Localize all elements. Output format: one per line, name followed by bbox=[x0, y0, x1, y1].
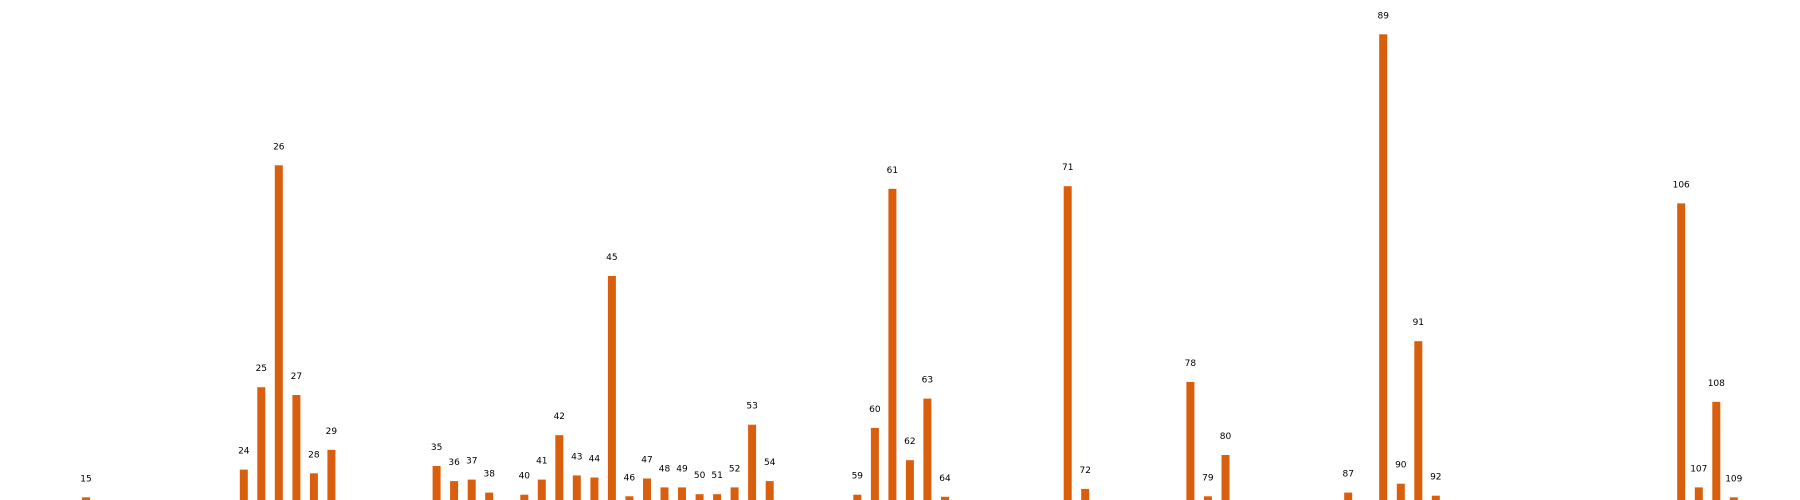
bar-label-63: 63 bbox=[922, 376, 933, 386]
bar-label-107: 107 bbox=[1690, 464, 1707, 474]
bar-label-41: 41 bbox=[536, 457, 547, 467]
bar-25 bbox=[257, 387, 266, 500]
bar-label-80: 80 bbox=[1220, 432, 1232, 442]
bar-43 bbox=[572, 475, 581, 500]
bar-59 bbox=[853, 494, 862, 500]
bar-51 bbox=[713, 494, 722, 500]
bar-53 bbox=[748, 424, 757, 500]
bar-49 bbox=[678, 487, 686, 500]
bar-label-90: 90 bbox=[1395, 461, 1407, 471]
bar-label-59: 59 bbox=[852, 472, 864, 482]
bar-label-71: 71 bbox=[1062, 163, 1073, 173]
bar-label-46: 46 bbox=[624, 473, 636, 483]
bar-label-24: 24 bbox=[238, 447, 250, 457]
bar-label-29: 29 bbox=[326, 427, 338, 437]
bar-label-40: 40 bbox=[519, 472, 531, 482]
bar-label-51: 51 bbox=[711, 471, 722, 481]
bar-label-91: 91 bbox=[1413, 318, 1424, 328]
bar-41 bbox=[537, 479, 546, 500]
bar-label-60: 60 bbox=[869, 405, 881, 415]
bar-54 bbox=[765, 481, 774, 500]
bar-label-79: 79 bbox=[1202, 473, 1214, 483]
bar-label-53: 53 bbox=[746, 402, 757, 412]
bar-108 bbox=[1712, 401, 1721, 500]
bar-38 bbox=[485, 492, 494, 500]
bar-15 bbox=[82, 497, 90, 500]
bar-label-26: 26 bbox=[273, 142, 285, 152]
bar-91 bbox=[1414, 341, 1423, 500]
bar-label-47: 47 bbox=[641, 456, 652, 466]
bar-90 bbox=[1396, 483, 1405, 500]
bar-46 bbox=[625, 496, 634, 500]
bar-label-37: 37 bbox=[466, 457, 477, 467]
bar-72 bbox=[1081, 488, 1090, 500]
bar-78 bbox=[1186, 381, 1195, 500]
bar-61 bbox=[888, 188, 897, 500]
bar-label-78: 78 bbox=[1185, 359, 1197, 369]
bar-60 bbox=[870, 427, 879, 500]
bar-label-50: 50 bbox=[694, 471, 706, 481]
bar-label-108: 108 bbox=[1708, 379, 1725, 389]
bar-label-27: 27 bbox=[291, 372, 302, 382]
bar-label-36: 36 bbox=[448, 458, 460, 468]
bar-label-89: 89 bbox=[1377, 11, 1389, 21]
bar-label-61: 61 bbox=[887, 166, 898, 176]
bar-label-62: 62 bbox=[904, 437, 915, 447]
bar-label-44: 44 bbox=[589, 455, 601, 465]
bar-52 bbox=[730, 487, 739, 500]
bar-40 bbox=[520, 494, 529, 500]
bar-label-42: 42 bbox=[554, 412, 565, 422]
bar-36 bbox=[450, 481, 459, 500]
bar-label-54: 54 bbox=[764, 458, 776, 468]
bar-71 bbox=[1063, 186, 1072, 500]
bar-label-87: 87 bbox=[1342, 470, 1353, 480]
bar-label-52: 52 bbox=[729, 464, 740, 474]
bar-35 bbox=[432, 466, 441, 500]
bar-label-92: 92 bbox=[1430, 473, 1441, 483]
bar-44 bbox=[590, 477, 599, 500]
bar-109 bbox=[1729, 497, 1738, 500]
bar-92 bbox=[1431, 495, 1440, 500]
bar-62 bbox=[905, 460, 914, 500]
bar-label-106: 106 bbox=[1673, 180, 1690, 190]
bar-79 bbox=[1203, 496, 1212, 500]
bar-label-48: 48 bbox=[659, 464, 671, 474]
bar-29 bbox=[327, 449, 336, 500]
bar-label-28: 28 bbox=[308, 450, 320, 460]
bar-89 bbox=[1379, 34, 1388, 500]
bar-45 bbox=[607, 276, 616, 500]
bar-47 bbox=[643, 478, 651, 500]
bar-label-38: 38 bbox=[483, 470, 495, 480]
bar-24 bbox=[239, 469, 248, 500]
bar-label-15: 15 bbox=[80, 474, 91, 484]
bar-label-45: 45 bbox=[606, 253, 617, 263]
bar-label-43: 43 bbox=[571, 452, 582, 462]
bar-26 bbox=[274, 165, 283, 500]
bar-label-64: 64 bbox=[939, 474, 951, 484]
bar-48 bbox=[660, 487, 669, 500]
bar-28 bbox=[309, 473, 318, 500]
bar-label-49: 49 bbox=[676, 464, 688, 474]
bar-label-72: 72 bbox=[1079, 466, 1090, 476]
bar-label-25: 25 bbox=[256, 364, 267, 374]
labels-group: 15 24 25 26 27 28 29 35 36 37 38 40 41 42 43 44 45 46 47 48… bbox=[80, 11, 1742, 484]
bar-27 bbox=[292, 395, 301, 500]
bar-50 bbox=[695, 494, 704, 500]
bar-87 bbox=[1344, 492, 1353, 500]
bar-label-109: 109 bbox=[1725, 474, 1742, 484]
bar-64 bbox=[941, 496, 949, 500]
bar-63 bbox=[923, 398, 932, 500]
bar-37 bbox=[467, 479, 476, 500]
bar-label-35: 35 bbox=[431, 443, 442, 453]
bar-80 bbox=[1221, 455, 1230, 500]
bar-106 bbox=[1677, 203, 1686, 500]
bars-group bbox=[82, 34, 1738, 500]
bar-42 bbox=[555, 435, 564, 500]
bar-107 bbox=[1694, 487, 1703, 500]
